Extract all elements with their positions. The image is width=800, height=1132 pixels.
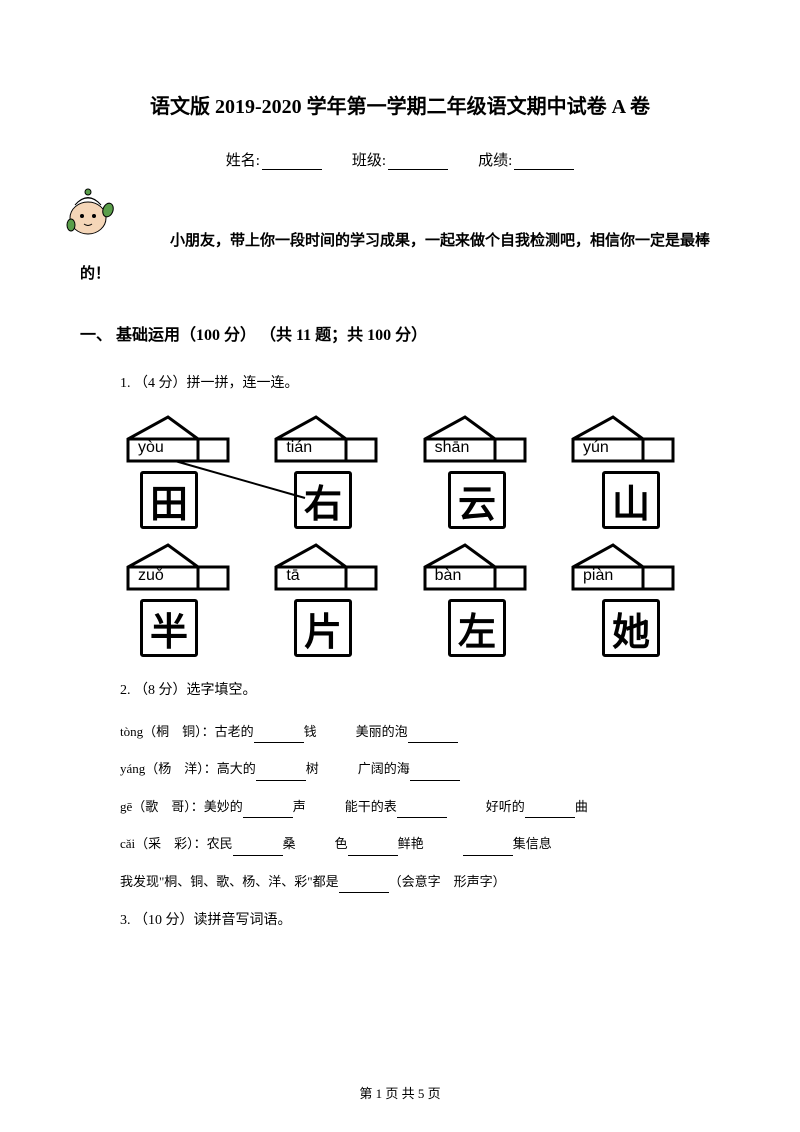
fill-blank[interactable] (243, 817, 293, 818)
text: tòng（桐 铜）：古老的 (120, 724, 254, 739)
text: gē（歌 哥）：美妙的 (120, 799, 243, 814)
char-box: 右 (294, 471, 352, 529)
section-heading: 一、 基础运用（100 分） （共 11 题；共 100 分） (80, 321, 720, 345)
name-blank[interactable] (262, 169, 322, 170)
house-item: yòu (120, 413, 235, 463)
pinyin-label: yún (583, 439, 609, 457)
class-label: 班级: (352, 153, 386, 169)
q1-label: 1. （4 分）拼一拼，连一连。 (120, 370, 720, 398)
char-box: 田 (140, 471, 198, 529)
text: cǎi（采 彩）：农民 (120, 836, 233, 851)
pinyin-label: piàn (583, 567, 613, 585)
fill-blank[interactable] (397, 817, 447, 818)
pinyin-label: tián (286, 439, 312, 457)
text: 桑 色 (283, 836, 348, 851)
house-item: piàn (565, 541, 680, 591)
house-item: tā (268, 541, 383, 591)
text: 曲 (575, 799, 588, 814)
mascot-icon (60, 180, 120, 240)
fill-blank[interactable] (339, 892, 389, 893)
fill-blank[interactable] (408, 742, 458, 743)
q2-line-1: tòng（桐 铜）：古老的 钱 美丽的泡 (120, 720, 720, 743)
student-info-line: 姓名: 班级: 成绩: (80, 149, 720, 170)
text: 集信息 (513, 836, 552, 851)
house-item: yún (565, 413, 680, 463)
text: yáng（杨 洋）：高大的 (120, 761, 256, 776)
char-box: 半 (140, 599, 198, 657)
page-footer: 第 1 页 共 5 页 (0, 1083, 800, 1102)
fill-blank[interactable] (525, 817, 575, 818)
score-label: 成绩: (478, 153, 512, 169)
house-item: tián (268, 413, 383, 463)
fill-blank[interactable] (463, 855, 513, 856)
q2-line-2: yáng（杨 洋）：高大的 树 广阔的海 (120, 757, 720, 780)
text: 鲜艳 (398, 836, 463, 851)
q2-discovery: 我发现"桐、铜、歌、杨、洋、彩"都是 （会意字 形声字） (120, 870, 720, 893)
text: 钱 美丽的泡 (304, 724, 408, 739)
house-row-2: zuǒ tā bàn piàn (120, 541, 680, 591)
house-row-1: yòu tián shān yún (120, 413, 680, 463)
text: 好听的 (447, 799, 525, 814)
pinyin-label: yòu (138, 439, 164, 457)
class-blank[interactable] (388, 169, 448, 170)
pinyin-label: zuǒ (138, 567, 164, 585)
text: 声 能干的表 (293, 799, 397, 814)
fill-blank[interactable] (254, 742, 304, 743)
pinyin-label: shān (435, 439, 470, 457)
pinyin-label: bàn (435, 567, 462, 585)
text: 我发现"桐、铜、歌、杨、洋、彩"都是 (120, 874, 339, 889)
pinyin-label: tā (286, 567, 299, 585)
intro-text: 小朋友，带上你一段时间的学习成果，一起来做个自我检测吧，相信你一定是最棒的！ (80, 225, 720, 291)
score-blank[interactable] (514, 169, 574, 170)
q2-label: 2. （8 分）选字填空。 (120, 677, 720, 705)
q2-line-4: cǎi（采 彩）：农民 桑 色 鲜艳 集信息 (120, 832, 720, 855)
name-label: 姓名: (226, 153, 260, 169)
fill-blank[interactable] (348, 855, 398, 856)
house-item: shān (417, 413, 532, 463)
house-item: bàn (417, 541, 532, 591)
text: （会意字 形声字） (389, 874, 506, 889)
char-box: 她 (602, 599, 660, 657)
q3-label: 3. （10 分）读拼音写词语。 (120, 907, 720, 935)
text: 树 广阔的海 (306, 761, 410, 776)
matching-exercise: yòu tián shān yún 田 右 云 山 zuǒ tā (120, 413, 720, 657)
fill-blank[interactable] (256, 780, 306, 781)
char-row-2: 半 片 左 她 (120, 599, 680, 657)
char-box: 山 (602, 471, 660, 529)
page-title: 语文版 2019-2020 学年第一学期二年级语文期中试卷 A 卷 (80, 90, 720, 119)
char-box: 左 (448, 599, 506, 657)
fill-blank[interactable] (410, 780, 460, 781)
fill-blank[interactable] (233, 855, 283, 856)
char-row-1: 田 右 云 山 (120, 471, 680, 529)
house-item: zuǒ (120, 541, 235, 591)
q2-line-3: gē（歌 哥）：美妙的 声 能干的表 好听的 曲 (120, 795, 720, 818)
char-box: 云 (448, 471, 506, 529)
char-box: 片 (294, 599, 352, 657)
